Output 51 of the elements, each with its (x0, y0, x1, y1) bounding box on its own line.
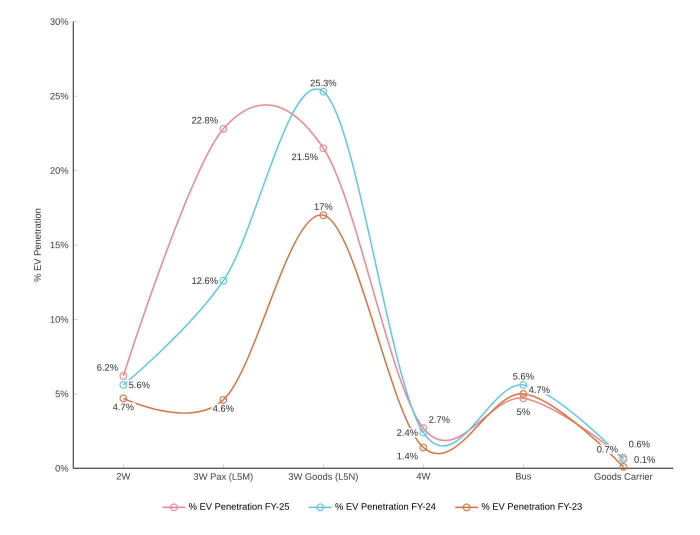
point (119, 381, 128, 389)
data-label: 12.6% (192, 277, 218, 284)
x-tick-label: Bus (516, 473, 532, 480)
point (319, 88, 328, 96)
data-label: 6.2% (97, 364, 118, 371)
data-label: 2.4% (397, 429, 418, 436)
point (619, 462, 628, 471)
legend-label: % EV Penetration FY-25 (188, 502, 290, 510)
legend-label: % EV Penetration FY-23 (482, 502, 582, 510)
data-label: 0.7% (597, 446, 618, 453)
legend-label: % EV Penetration FY-24 (335, 502, 436, 510)
data-label: 0.6% (629, 440, 650, 448)
point (219, 124, 228, 133)
point (419, 428, 428, 436)
data-label: 22.8% (192, 116, 218, 124)
point (319, 144, 328, 152)
data-label: 17% (314, 203, 332, 210)
data-label: 1.4% (397, 452, 418, 460)
x-tick-label: 3W Goods (L5N) (288, 473, 358, 482)
data-label: 4.6% (212, 405, 234, 412)
y-tick-label: 15% (50, 242, 68, 248)
y-tick-label: 30% (50, 18, 68, 25)
point (119, 372, 128, 380)
data-label: 5.6% (513, 373, 534, 380)
point (319, 211, 328, 220)
point (119, 394, 128, 402)
x-tick-label: 4W (416, 473, 430, 480)
data-label: 25.3% (310, 80, 336, 86)
y-tick-label: 25% (50, 92, 68, 100)
data-label: 4.7% (528, 386, 550, 394)
data-label: 4.7% (112, 404, 134, 410)
y-tick-label: 10% (50, 316, 68, 323)
y-tick-label: 0% (55, 465, 68, 472)
data-label: 0.1% (634, 456, 655, 463)
y-tick-label: 20% (50, 167, 68, 174)
x-tick-label: 2W (116, 473, 130, 480)
data-label: 21.5% (292, 154, 318, 160)
point (419, 444, 428, 452)
y-tick-label: 5% (56, 390, 68, 398)
point (519, 390, 528, 398)
point (519, 381, 528, 389)
point (419, 424, 428, 432)
data-label: 5.6% (129, 382, 150, 388)
point (219, 396, 228, 404)
point (219, 276, 228, 285)
point (519, 394, 528, 402)
x-tick-label: Goods Carrier (594, 473, 652, 480)
x-tick-label: 3W Pax (L5M) (194, 473, 253, 482)
data-label: 5% (516, 408, 530, 416)
y-axis-title: % EV Penetration (34, 208, 41, 282)
data-label: 2.7% (429, 416, 450, 423)
